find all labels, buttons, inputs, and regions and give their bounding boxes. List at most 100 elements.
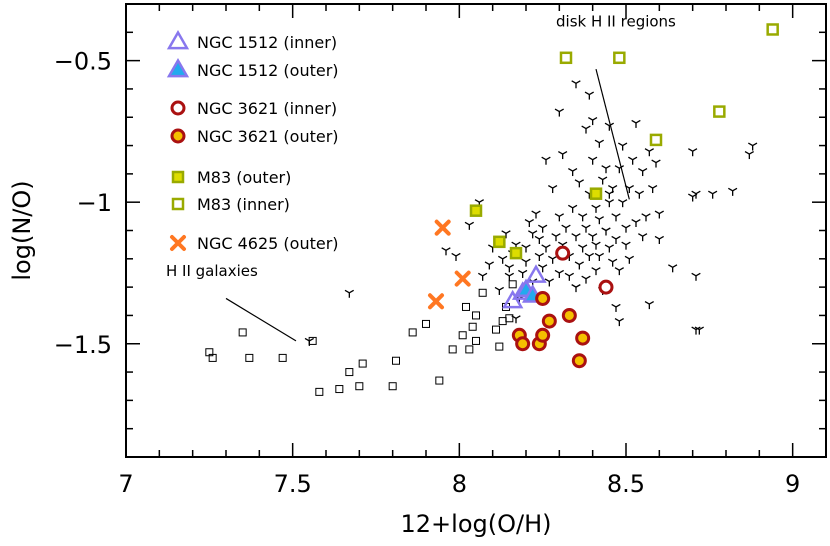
point-tripod xyxy=(654,210,664,219)
point-square-open-small xyxy=(408,328,417,337)
point-tripod xyxy=(631,119,641,128)
point-tripod xyxy=(581,224,591,233)
point-tripod xyxy=(518,269,528,278)
point-tripod xyxy=(541,156,551,165)
point-ngc-1512-inner xyxy=(525,264,547,283)
point-m83-outer xyxy=(493,235,506,249)
point-tripod xyxy=(608,258,618,267)
point-square-open-small xyxy=(498,317,507,326)
point-tripod xyxy=(638,167,648,177)
point-tripod xyxy=(591,204,601,213)
point-tripod xyxy=(534,235,544,244)
legend-label-m83-outer: M83 (outer) xyxy=(197,168,291,187)
point-square-open-small xyxy=(238,328,247,337)
point-tripod xyxy=(441,247,451,256)
point-square-open-small xyxy=(315,387,324,396)
point-tripod xyxy=(648,184,658,194)
point-tripod xyxy=(501,230,511,239)
point-tripod xyxy=(604,199,614,208)
point-tripod xyxy=(498,255,508,264)
y-tick-label: −0.5 xyxy=(54,48,112,76)
y-tick-label: −1 xyxy=(77,189,112,217)
point-tripod xyxy=(561,224,571,233)
point-tripod xyxy=(578,213,588,222)
point-tripod xyxy=(578,244,588,253)
point-tripod xyxy=(521,258,531,267)
point-tripod xyxy=(728,187,738,196)
point-m83-inner xyxy=(613,51,626,65)
x-tick-label: 7 xyxy=(118,470,133,498)
legend-marker-m83-outer xyxy=(171,170,185,184)
point-tripod xyxy=(638,233,648,242)
point-tripod xyxy=(538,224,548,233)
legend-marker-ngc-3621-outer xyxy=(170,128,186,144)
point-tripod xyxy=(618,199,628,208)
point-tripod xyxy=(588,233,598,242)
point-tripod xyxy=(591,267,601,276)
point-ngc-3621-outer xyxy=(515,336,531,352)
point-ngc-3621-outer xyxy=(535,327,551,343)
legend-marker-ngc-1512-inner xyxy=(166,30,190,50)
point-tripod xyxy=(568,204,578,213)
point-tripod xyxy=(574,179,584,188)
point-m83-inner xyxy=(649,133,663,147)
point-tripod xyxy=(551,233,561,242)
point-tripod xyxy=(484,261,494,270)
point-tripod xyxy=(604,190,614,199)
point-square-open-small xyxy=(448,345,457,354)
point-square-open-small xyxy=(472,311,480,320)
point-tripod xyxy=(668,264,678,273)
point-square-open-small xyxy=(465,345,474,354)
point-tripod xyxy=(511,315,521,324)
point-tripod xyxy=(554,108,564,117)
x-axis-label: 12+log(O/H) xyxy=(401,510,552,538)
point-tripod xyxy=(591,241,601,250)
point-tripod xyxy=(538,264,548,273)
point-square-open-small xyxy=(505,314,514,323)
point-ngc-4625-outer xyxy=(428,293,444,310)
point-tripod xyxy=(614,318,624,327)
point-tripod xyxy=(584,252,594,261)
point-ngc-3621-outer xyxy=(561,307,577,323)
point-tripod xyxy=(504,272,514,281)
x-tick-label: 9 xyxy=(785,470,800,498)
annotation-label: disk H II regions xyxy=(556,13,676,31)
point-tripod xyxy=(604,122,614,131)
point-tripod xyxy=(588,117,598,126)
legend-marker-ngc-4625-outer xyxy=(170,235,186,251)
point-tripod xyxy=(504,264,514,273)
point-tripod xyxy=(644,148,654,157)
legend-label-ngc-1512-inner: NGC 1512 (inner) xyxy=(197,33,337,52)
point-tripod xyxy=(568,167,578,177)
annotation-label: H II galaxies xyxy=(166,262,258,280)
point-tripod xyxy=(478,272,488,281)
point-tripod xyxy=(748,142,758,151)
y-axis-label: log(N/O) xyxy=(8,180,36,280)
point-tripod xyxy=(744,150,754,160)
legend-label-ngc-4625-outer: NGC 4625 (outer) xyxy=(197,234,339,253)
point-ngc-3621-inner xyxy=(598,279,614,295)
legend-marker-ngc-1512-outer xyxy=(166,58,190,78)
annotation-pointer xyxy=(225,297,297,342)
point-tripod xyxy=(601,165,611,174)
point-tripod xyxy=(344,289,354,298)
point-ngc-3621-outer xyxy=(535,290,551,306)
point-tripod xyxy=(304,337,314,346)
point-ngc-3621-outer xyxy=(571,353,587,369)
point-tripod xyxy=(618,142,628,151)
point-ngc-4625-outer xyxy=(454,270,471,287)
point-tripod xyxy=(598,176,608,185)
point-tripod xyxy=(548,184,558,194)
point-square-open-small xyxy=(392,356,400,365)
point-tripod xyxy=(564,272,574,281)
point-tripod xyxy=(614,267,624,276)
point-tripod xyxy=(621,224,631,233)
point-square-open-small xyxy=(458,331,467,340)
point-square-open-small xyxy=(478,288,487,297)
point-tripod xyxy=(528,230,538,239)
point-square-open-small xyxy=(422,319,430,328)
point-tripod xyxy=(574,261,584,270)
point-tripod xyxy=(628,156,638,165)
